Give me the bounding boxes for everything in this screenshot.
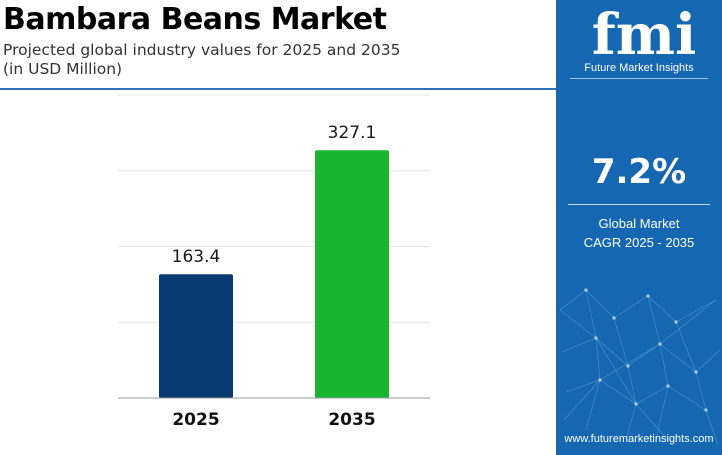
x-tick-label-2035: 2035 xyxy=(328,410,375,430)
bar-chart: 163.4 2025 327.1 2035 xyxy=(118,94,430,430)
bars: 163.4 2025 327.1 2035 xyxy=(159,123,389,430)
logo-subtitle: Future Market Insights xyxy=(584,62,694,74)
data-label-2025: 163.4 xyxy=(172,247,221,267)
chart-title: Bambara Beans Market xyxy=(3,2,387,37)
bar-2035 xyxy=(315,150,389,398)
cagr-label: Global Market CAGR 2025 - 2035 xyxy=(556,214,722,252)
cagr-label-line-1: Global Market xyxy=(598,216,680,231)
subtitle-line-1: Projected global industry values for 202… xyxy=(3,41,401,59)
header-divider xyxy=(0,88,556,90)
logo-text: fmi xyxy=(592,2,697,62)
cagr-label-line-2: CAGR 2025 - 2035 xyxy=(583,235,695,250)
subtitle-line-2: (in USD Million) xyxy=(3,60,123,78)
website-link[interactable]: www.futuremarketinsights.com xyxy=(564,433,714,445)
bar-2025 xyxy=(159,274,233,398)
data-label-2035: 327.1 xyxy=(328,123,377,143)
chart-subtitle: Projected global industry values for 202… xyxy=(3,41,400,79)
logo-divider xyxy=(570,78,708,79)
cagr-divider xyxy=(568,204,710,205)
network-pattern xyxy=(559,288,721,446)
sidebar-panel: fmi Future Market Insights 7.2% Global M… xyxy=(556,0,722,455)
x-tick-label-2025: 2025 xyxy=(172,410,219,430)
fmi-logo: fmi xyxy=(592,2,697,62)
cagr-value: 7.2% xyxy=(591,152,687,192)
